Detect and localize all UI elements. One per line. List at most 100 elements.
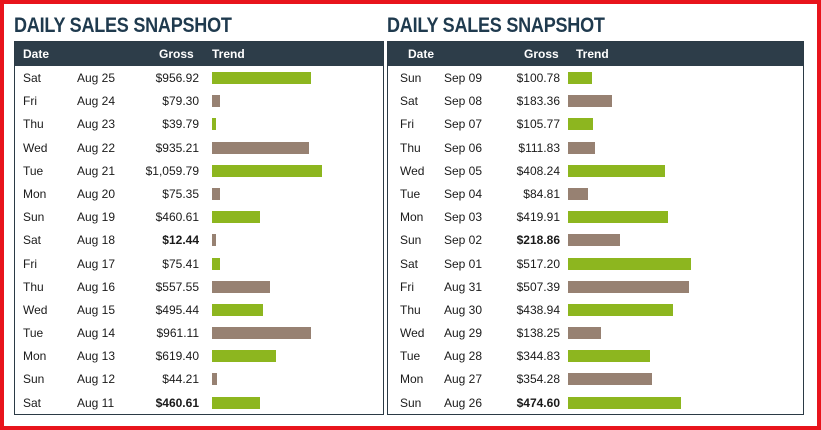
right-header-date: Date: [408, 47, 435, 61]
date-cell: Sep 09: [444, 71, 483, 85]
left-table-header: Date Gross Trend: [15, 42, 383, 66]
gross-cell: $408.24: [516, 163, 560, 178]
trend-bar-decrease: [212, 187, 220, 200]
date-cell: Sep 06: [444, 140, 483, 155]
left-table-row: Mon Aug 20 $75.35: [15, 182, 383, 205]
day-cell: Wed: [400, 163, 425, 178]
day-cell: Wed: [23, 140, 48, 155]
date-cell: Aug 20: [77, 186, 116, 201]
trend-bar-decrease: [212, 373, 217, 386]
right-table-row: Sun Sep 02 $218.86: [388, 228, 803, 251]
day-cell: Fri: [400, 279, 414, 294]
left-table-row: Sat Aug 25 $956.92: [15, 66, 383, 89]
right-header-gross: Gross: [524, 47, 559, 61]
date-cell: Sep 07: [444, 117, 483, 132]
left-table-row: Fri Aug 24 $79.30: [15, 89, 383, 112]
date-cell: Aug 17: [77, 256, 116, 271]
trend-bar-increase: [568, 396, 682, 409]
day-cell: Fri: [23, 256, 37, 271]
left-table-row: Sun Aug 19 $460.61: [15, 205, 383, 228]
date-cell: Sep 08: [444, 94, 483, 109]
trend-bar-decrease: [568, 141, 595, 154]
right-table-row: Thu Aug 30 $438.94: [388, 298, 803, 321]
right-table-row: Thu Sep 06 $111.83: [388, 136, 803, 159]
gross-cell: $956.92: [155, 71, 199, 85]
trend-bar-increase: [568, 303, 673, 316]
date-cell: Aug 15: [77, 302, 116, 317]
left-table-row: Sun Aug 12 $44.21: [15, 367, 383, 390]
left-header-date: Date: [23, 47, 50, 61]
day-cell: Sun: [400, 395, 422, 410]
trend-bar-increase: [212, 211, 260, 224]
gross-cell: $138.25: [516, 326, 560, 341]
gross-cell: $438.94: [516, 302, 560, 317]
gross-cell: $44.21: [162, 372, 199, 387]
left-table-row: Tue Aug 14 $961.11: [15, 321, 383, 344]
gross-cell: $1,059.79: [145, 163, 199, 178]
gross-cell: $105.77: [516, 117, 560, 132]
left-header-gross: Gross: [159, 47, 194, 61]
gross-cell: $84.81: [523, 186, 560, 201]
right-table-row: Mon Aug 27 $354.28: [388, 367, 803, 390]
date-cell: Aug 23: [77, 117, 116, 132]
gross-cell: $474.60: [516, 395, 560, 410]
gross-cell: $183.36: [516, 94, 560, 109]
day-cell: Tue: [400, 349, 421, 364]
right-table-body: Sun Sep 09 $100.78 Sat Sep 08 $183.36 Fri Sep 0…: [388, 66, 803, 414]
right-snapshot-title: DAILY SALES SNAPSHOT: [387, 14, 605, 37]
trend-bar-decrease: [212, 280, 270, 293]
left-table-row: Thu Aug 16 $557.55: [15, 275, 383, 298]
day-cell: Sun: [23, 372, 45, 387]
date-cell: Aug 12: [77, 372, 116, 387]
date-cell: Aug 24: [77, 94, 116, 109]
left-table-row: Tue Aug 21 $1,059.79: [15, 159, 383, 182]
gross-cell: $218.86: [516, 233, 560, 248]
left-table-row: Wed Aug 22 $935.21: [15, 136, 383, 159]
date-cell: Aug 31: [444, 279, 483, 294]
right-table-row: Sat Sep 01 $517.20: [388, 252, 803, 275]
date-cell: Aug 29: [444, 326, 483, 341]
trend-bar-increase: [568, 72, 593, 84]
day-cell: Sun: [400, 233, 422, 248]
date-cell: Sep 04: [444, 186, 483, 201]
date-cell: Aug 16: [77, 279, 116, 294]
day-cell: Sat: [23, 71, 42, 85]
trend-bar-increase: [212, 164, 322, 177]
right-table-row: Sun Sep 09 $100.78: [388, 66, 803, 89]
gross-cell: $419.91: [516, 210, 560, 225]
day-cell: Tue: [400, 186, 421, 201]
right-table-row: Wed Sep 05 $408.24: [388, 159, 803, 182]
gross-cell: $495.44: [155, 302, 199, 317]
trend-bar-increase: [212, 303, 264, 316]
left-table-row: Mon Aug 13 $619.40: [15, 344, 383, 367]
right-table-row: Fri Aug 31 $507.39: [388, 275, 803, 298]
right-table-row: Fri Sep 07 $105.77: [388, 112, 803, 135]
day-cell: Wed: [23, 302, 48, 317]
date-cell: Aug 30: [444, 302, 483, 317]
trend-bar-increase: [568, 164, 666, 177]
day-cell: Thu: [400, 140, 421, 155]
day-cell: Sat: [23, 395, 42, 410]
left-table-body: Sat Aug 25 $956.92 Fri Aug 24 $79.30 Thu Aug 23…: [15, 66, 383, 414]
left-table-row: Fri Aug 17 $75.41: [15, 252, 383, 275]
left-sales-table: Date Gross Trend Sat Aug 25 $956.92 Fri Aug …: [14, 41, 384, 415]
trend-bar-increase: [212, 396, 260, 409]
right-table-row: Sun Aug 26 $474.60: [388, 391, 803, 414]
day-cell: Fri: [23, 94, 37, 109]
day-cell: Mon: [23, 349, 47, 364]
gross-cell: $460.61: [155, 395, 199, 410]
gross-cell: $619.40: [155, 349, 199, 364]
date-cell: Aug 26: [444, 395, 483, 410]
date-cell: Aug 25: [77, 71, 116, 85]
trend-bar-increase: [568, 118, 594, 131]
trend-bar-decrease: [212, 234, 216, 247]
right-sales-table: Date Gross Trend Sun Sep 09 $100.78 Sat Sep …: [387, 41, 804, 415]
left-snapshot-panel: DAILY SALES SNAPSHOT Date Gross Trend Sa…: [14, 13, 384, 415]
left-table-row: Sat Aug 18 $12.44: [15, 228, 383, 251]
gross-cell: $79.30: [162, 94, 199, 109]
day-cell: Sat: [400, 94, 419, 109]
trend-bar-increase: [568, 350, 651, 363]
gross-cell: $111.83: [518, 140, 560, 155]
trend-bar-decrease: [568, 327, 601, 340]
date-cell: Sep 05: [444, 163, 483, 178]
